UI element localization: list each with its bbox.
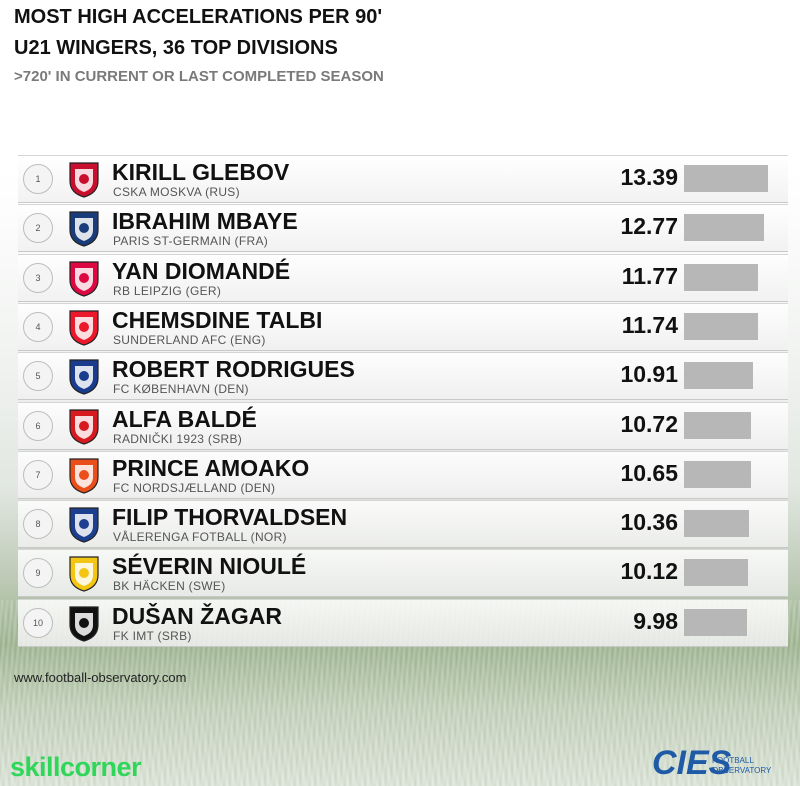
club-name: VÅLERENGA FOTBALL (NOR) bbox=[113, 530, 287, 545]
player-name: YAN DIOMANDÉ bbox=[112, 257, 291, 284]
value-bar bbox=[684, 362, 753, 390]
valerenga-crest-icon bbox=[69, 507, 99, 543]
value-label: 12.77 bbox=[620, 213, 678, 240]
rank-number: 9 bbox=[23, 558, 53, 589]
hacken-crest-icon bbox=[69, 556, 99, 593]
player-name: PRINCE AMOAKO bbox=[112, 454, 310, 481]
chart-note: >720' IN CURRENT OR LAST COMPLETED SEASO… bbox=[14, 68, 384, 85]
chart-title: MOST HIGH ACCELERATIONS PER 90' bbox=[14, 6, 383, 28]
value-bar bbox=[684, 263, 758, 291]
radnicki-crest-icon bbox=[69, 408, 99, 445]
value-label: 11.74 bbox=[621, 311, 678, 338]
ranking-row: 2 IBRAHIM MBAYE PARIS ST-GERMAIN (FRA) 12.7… bbox=[18, 204, 788, 253]
club-name: PARIS ST-GERMAIN (FRA) bbox=[113, 234, 269, 249]
ranking-row: 7 PRINCE AMOAKO FC NORDSJÆLLAND (DEN) 10.65 bbox=[18, 450, 788, 499]
source-url[interactable]: www.football-observatory.com bbox=[14, 670, 187, 685]
value-label: 10.36 bbox=[620, 509, 678, 536]
imt-crest-icon bbox=[69, 606, 99, 642]
club-name: FC NORDSJÆLLAND (DEN) bbox=[113, 480, 276, 495]
psg-crest-icon bbox=[69, 211, 99, 247]
value-label: 10.72 bbox=[620, 410, 678, 437]
club-name: CSKA MOSKVA (RUS) bbox=[113, 185, 240, 199]
rank-number: 1 bbox=[23, 164, 53, 194]
ranking-row: 9 SÉVERIN NIOULÉ BK HÄCKEN (SWE) 10.12 bbox=[18, 549, 788, 598]
value-label: 10.65 bbox=[620, 459, 678, 486]
value-bar bbox=[684, 510, 750, 538]
ranking-row: 1 KIRILL GLEBOV CSKA MOSKVA (RUS) 13.39 bbox=[18, 155, 788, 203]
skillcorner-logo: skillcorner bbox=[10, 752, 142, 782]
ranking-row: 5 ROBERT RODRIGUES FC KØBENHAVN (DEN) 10.91 bbox=[18, 352, 788, 401]
value-label: 11.77 bbox=[621, 262, 678, 289]
rank-number: 6 bbox=[23, 410, 53, 441]
club-name: RB LEIPZIG (GER) bbox=[113, 283, 222, 298]
value-bar bbox=[684, 608, 747, 636]
rank-number: 8 bbox=[23, 509, 53, 540]
ranking-row: 6 ALFA BALDÉ RADNIČKI 1923 (SRB) 10.72 bbox=[18, 401, 788, 450]
player-name: KIRILL GLEBOV bbox=[112, 159, 290, 185]
rank-number: 5 bbox=[23, 361, 53, 392]
value-bar bbox=[684, 165, 769, 192]
value-label: 13.39 bbox=[620, 164, 678, 190]
cska-crest-icon bbox=[69, 162, 99, 198]
nordsjaelland-crest-icon bbox=[69, 458, 99, 494]
club-name: RADNIČKI 1923 (SRB) bbox=[113, 431, 243, 446]
chart-subtitle: U21 WINGERS, 36 TOP DIVISIONS bbox=[14, 37, 338, 59]
ranking-row: 8 FILIP THORVALDSEN VÅLERENGA FOTBALL (NOR… bbox=[18, 500, 788, 549]
fck-crest-icon bbox=[69, 359, 99, 395]
ranking-row: 3 YAN DIOMANDÉ RB LEIPZIG (GER) 11.77 bbox=[18, 253, 788, 302]
club-name: FK IMT (SRB) bbox=[113, 628, 192, 643]
cies-logo: CIES FOOTBALL OBSERVATORY bbox=[652, 744, 772, 782]
rank-number: 4 bbox=[23, 311, 53, 342]
player-name: SÉVERIN NIOULÉ bbox=[112, 553, 307, 580]
player-name: CHEMSDINE TALBI bbox=[112, 306, 323, 333]
rank-number: 7 bbox=[23, 459, 53, 490]
value-bar bbox=[684, 460, 751, 488]
value-label: 10.91 bbox=[620, 361, 678, 388]
value-bar bbox=[684, 559, 748, 587]
club-name: SUNDERLAND AFC (ENG) bbox=[113, 332, 266, 347]
ranking-row: 10 DUŠAN ŽAGAR FK IMT (SRB) 9.98 bbox=[18, 598, 788, 647]
value-bar bbox=[684, 411, 752, 439]
leipzig-crest-icon bbox=[69, 260, 99, 297]
club-name: FC KØBENHAVN (DEN) bbox=[113, 382, 249, 397]
value-bar bbox=[684, 312, 758, 340]
player-name: IBRAHIM MBAYE bbox=[112, 208, 298, 235]
value-label: 10.12 bbox=[620, 558, 678, 585]
player-name: FILIP THORVALDSEN bbox=[112, 504, 348, 531]
club-name: BK HÄCKEN (SWE) bbox=[113, 579, 226, 594]
player-name: DUŠAN ŽAGAR bbox=[112, 602, 282, 629]
rank-number: 3 bbox=[23, 262, 53, 293]
value-bar bbox=[684, 214, 765, 242]
player-name: ROBERT RODRIGUES bbox=[112, 356, 355, 383]
rank-number: 2 bbox=[23, 213, 53, 244]
sunderland-crest-icon bbox=[69, 310, 99, 346]
ranking-row: 4 CHEMSDINE TALBI SUNDERLAND AFC (ENG) 11.7… bbox=[18, 302, 788, 351]
player-name: ALFA BALDÉ bbox=[112, 405, 257, 432]
value-label: 9.98 bbox=[633, 607, 678, 634]
rank-number: 10 bbox=[23, 607, 53, 638]
